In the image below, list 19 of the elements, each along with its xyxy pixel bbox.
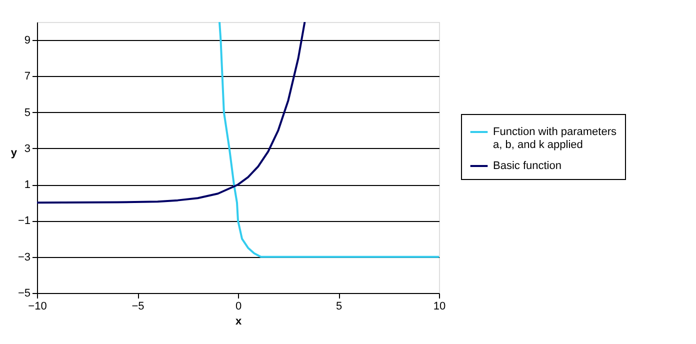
- y-tick-label: 3: [24, 142, 30, 155]
- y-axis-title: y: [10, 147, 18, 159]
- line-series: [218, 22, 439, 258]
- line-series: [37, 22, 306, 204]
- y-tick-label: 9: [24, 34, 30, 47]
- legend-label: Basic function: [493, 160, 562, 172]
- x-tick-label: 0: [235, 300, 242, 312]
- y-tick-label: −3: [18, 251, 30, 264]
- x-axis-title: x: [235, 316, 242, 328]
- y-tick-label: 1: [24, 179, 30, 192]
- y-tick-label: 5: [24, 106, 30, 119]
- x-tick-label: 10: [433, 300, 446, 312]
- y-tick-label: 7: [24, 70, 30, 83]
- y-tick-label: −5: [18, 288, 30, 300]
- x-tick-label: 5: [336, 300, 342, 312]
- y-tick-label: −1: [18, 215, 30, 228]
- legend-label: Function with parameters a, b, and k applied: [493, 126, 617, 151]
- x-tick-label: −5: [132, 300, 144, 312]
- x-tick-label: −10: [28, 300, 47, 312]
